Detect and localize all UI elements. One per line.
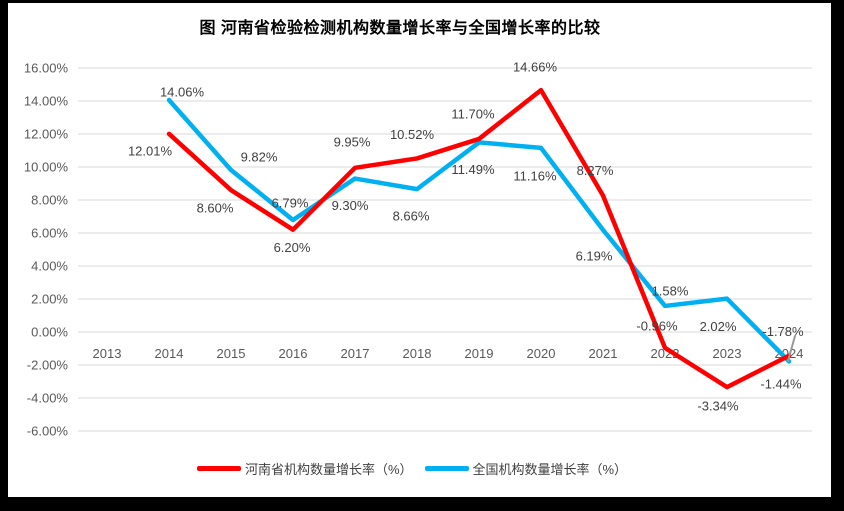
legend-item-national: 全国机构数量增长率（%） — [424, 459, 628, 478]
y-axis-tick-label: -4.00% — [27, 391, 69, 406]
data-label-henan: 6.20% — [274, 240, 311, 255]
y-axis-tick-label: 6.00% — [31, 226, 68, 241]
series-layer — [166, 87, 792, 390]
data-label-national: 6.79% — [272, 195, 309, 210]
x-axis-year-label: 2015 — [217, 346, 246, 361]
x-axis-year-label: 2022 — [651, 346, 680, 361]
data-label-henan: 12.01% — [128, 143, 173, 158]
legend-swatch-national — [424, 466, 469, 471]
mouse-cursor — [787, 335, 796, 362]
x-axis-year-label: 2021 — [589, 346, 618, 361]
gridlines-layer — [78, 67, 812, 432]
data-label-national: 2.02% — [700, 319, 737, 334]
data-label-national: 11.16% — [513, 168, 557, 183]
y-axis-tick-label: -6.00% — [27, 424, 69, 439]
x-axis-year-label: 2020 — [527, 346, 556, 361]
y-axis-tick-label: -2.00% — [27, 358, 69, 373]
legend-label-henan: 河南省机构数量增长率（%） — [244, 462, 413, 477]
y-axis-tick-label: 12.00% — [24, 127, 69, 142]
y-axis-tick-label: 4.00% — [31, 259, 68, 274]
data-label-henan: 8.60% — [197, 201, 234, 216]
data-label-henan: -1.44% — [760, 376, 802, 391]
data-label-national: 1.58% — [652, 283, 689, 298]
y-axis-tick-label: 16.00% — [24, 61, 69, 76]
data-label-henan: 9.95% — [334, 134, 371, 149]
x-axis-year-label: 2018 — [403, 346, 432, 361]
data-label-henan: 10.52% — [390, 127, 435, 142]
data-label-henan: 11.70% — [451, 106, 495, 121]
y-axis-tick-label: 0.00% — [31, 325, 68, 340]
x-axis-year-label: 2023 — [713, 346, 742, 361]
chart-legend: 河南省机构数量增长率（%） 全国机构数量增长率（%） — [0, 459, 824, 478]
data-label-henan: -0.96% — [636, 318, 678, 333]
data-label-henan: 8.27% — [577, 163, 614, 178]
data-label-national: 6.19% — [576, 248, 613, 263]
legend-item-henan: 河南省机构数量增长率（%） — [196, 459, 413, 478]
data-label-national: 9.82% — [241, 149, 278, 164]
series-line-henan — [166, 87, 792, 390]
chart-title: 图 河南省检验检测机构数量增长率与全国增长率的比较 — [199, 20, 601, 37]
y-axis-tick-label: 2.00% — [31, 292, 68, 307]
chart-background — [8, 3, 831, 497]
series-line-national — [166, 97, 792, 364]
x-axis-year-label: 2016 — [279, 346, 308, 361]
data-label-national: 8.66% — [393, 209, 430, 224]
data-label-national: -1.78% — [762, 324, 804, 339]
y-axis-tick-label: 10.00% — [24, 160, 69, 175]
x-axis-year-label: 2019 — [465, 346, 494, 361]
x-axis-year-label: 2014 — [155, 346, 184, 361]
y-axis-tick-label: 8.00% — [31, 193, 68, 208]
y-axis-tick-label: 14.00% — [24, 94, 69, 109]
data-label-henan: 14.66% — [513, 60, 558, 75]
x-axis-year-label: 2013 — [93, 346, 122, 361]
axis-labels-layer: 16.00% 14.00% 12.00% 10.00% 8.00% 6.00% 4.00% 2… — [24, 61, 804, 439]
data-label-national: 9.30% — [332, 198, 369, 213]
data-labels-layer: 14.06% 9.82% 6.79% 9.30% 8.66% 11.49% 11.16% 6.… — [128, 60, 804, 414]
data-label-national: 14.06% — [160, 85, 205, 100]
x-axis-year-label: 2017 — [341, 346, 370, 361]
legend-swatch-henan — [196, 466, 241, 471]
legend-label-national: 全国机构数量增长率（%） — [472, 462, 628, 477]
data-label-henan: -3.34% — [697, 399, 739, 414]
data-label-national: 11.49% — [451, 162, 495, 177]
